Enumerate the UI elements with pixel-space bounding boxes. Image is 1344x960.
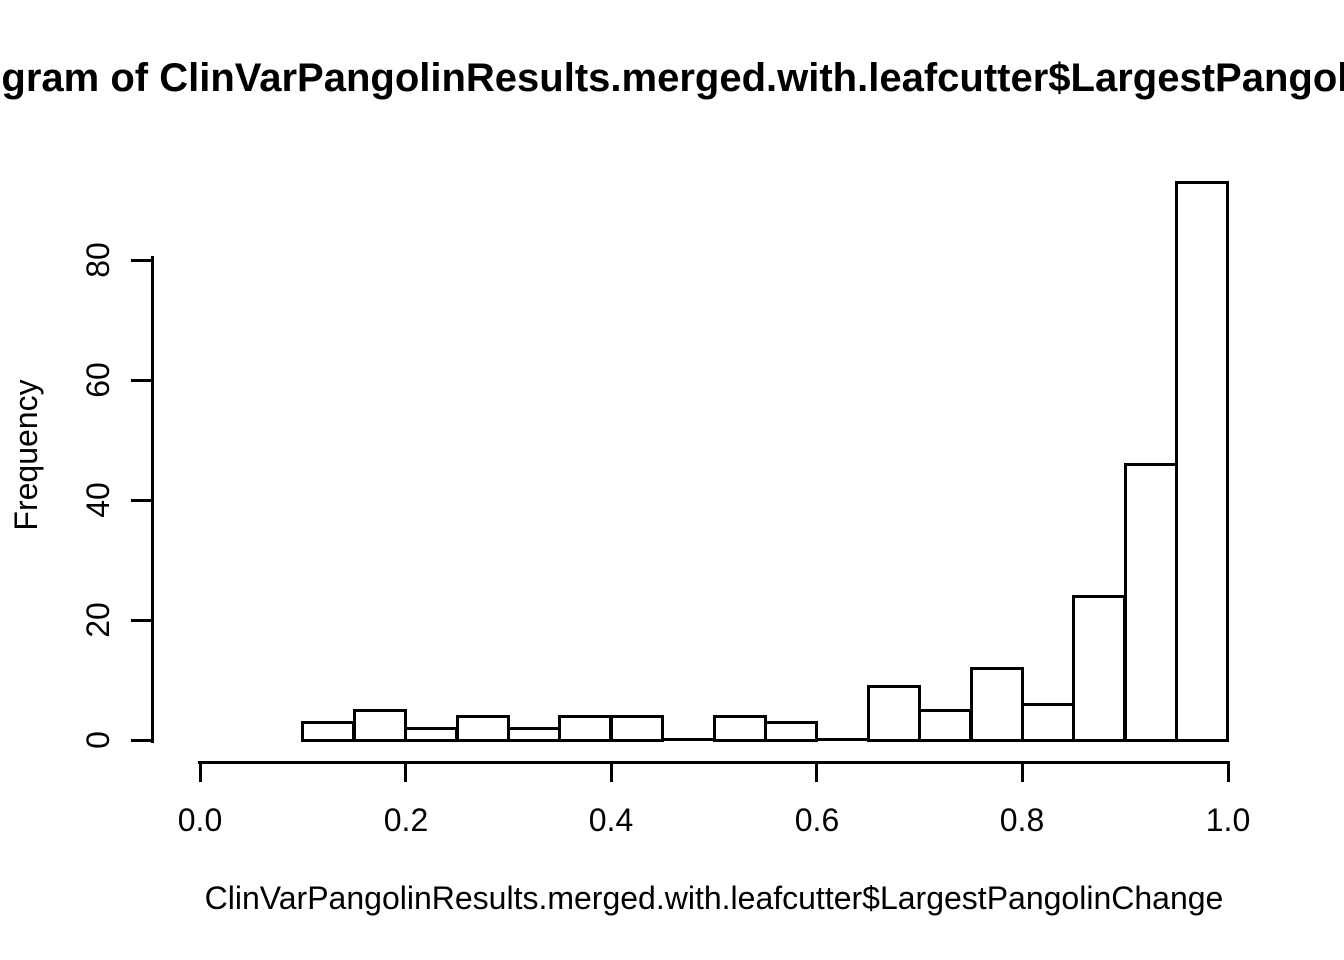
y-tick	[131, 619, 153, 622]
x-tick	[815, 761, 818, 782]
histogram-bar	[713, 715, 767, 742]
histogram-bar	[558, 715, 612, 742]
histogram-bar	[404, 727, 458, 742]
y-tick-label: 60	[80, 362, 116, 398]
x-tick-label: 0.2	[383, 802, 429, 838]
histogram-bar	[1072, 595, 1126, 742]
y-tick-label: 20	[80, 602, 116, 638]
histogram-bar	[918, 709, 972, 742]
histogram-bar	[1124, 463, 1178, 742]
y-tick	[131, 259, 153, 262]
x-tick	[404, 761, 407, 782]
histogram-bar	[301, 721, 355, 742]
histogram-bar	[1175, 181, 1229, 742]
x-tick-label: 0.0	[177, 802, 223, 838]
y-tick	[131, 499, 153, 502]
y-tick-label: 80	[80, 242, 116, 278]
x-tick-label: 1.0	[1205, 802, 1251, 838]
histogram-bar	[507, 727, 561, 742]
y-tick	[131, 379, 153, 382]
x-tick	[610, 761, 613, 782]
x-tick-label: 0.8	[999, 802, 1045, 838]
x-tick	[199, 761, 202, 782]
x-tick	[1021, 761, 1024, 782]
histogram-bar	[867, 685, 921, 742]
histogram-bar	[353, 709, 407, 742]
histogram-bar	[456, 715, 510, 742]
y-tick-label: 0	[80, 731, 116, 749]
x-tick	[1227, 761, 1230, 782]
y-axis-label: Frequency	[8, 379, 44, 531]
histogram-bar	[764, 721, 818, 742]
x-tick-label: 0.4	[588, 802, 634, 838]
y-tick	[131, 739, 153, 742]
x-axis-line	[198, 761, 1230, 764]
chart-title: Histogram of ClinVarPangolinResults.merg…	[0, 56, 1344, 100]
x-tick-label: 0.6	[794, 802, 840, 838]
histogram-bar	[610, 715, 664, 742]
histogram-bar	[970, 667, 1024, 742]
y-tick-label: 40	[80, 482, 116, 518]
x-axis-label: ClinVarPangolinResults.merged.with.leafc…	[204, 880, 1224, 916]
histogram-bar	[1021, 703, 1075, 742]
